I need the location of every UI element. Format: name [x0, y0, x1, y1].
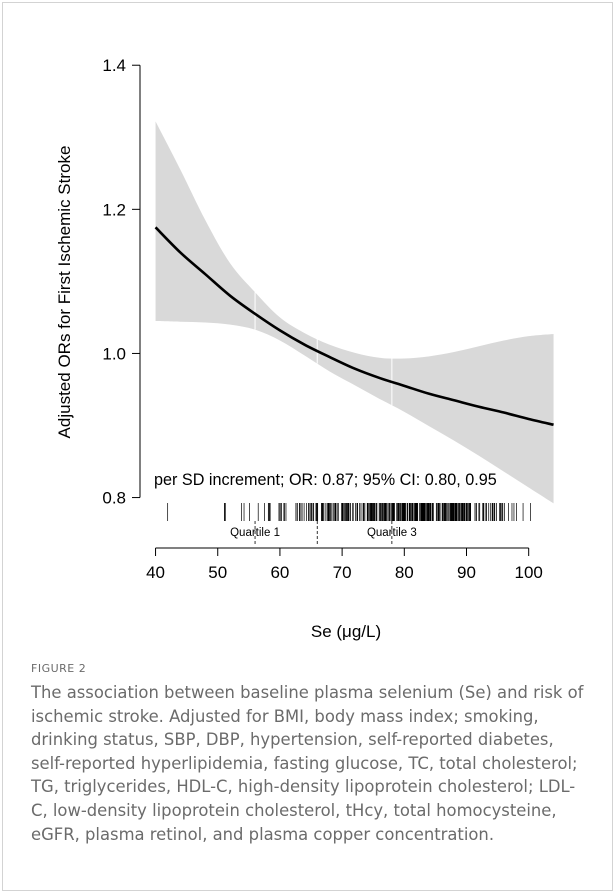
- confidence-band: [155, 121, 554, 504]
- x-tick-label: 50: [208, 563, 227, 582]
- chart: Quartile 1 Quartile 3 0.8 1.0 1.2 1.4 40 50 60 7…: [55, 56, 554, 641]
- x-tick-label: 60: [270, 563, 289, 582]
- quartile-label: Quartile 1: [230, 527, 280, 539]
- figure-label: FIGURE 2: [31, 662, 87, 675]
- x-axis-label: Se (μg/L): [311, 622, 381, 641]
- axes: 0.8 1.0 1.2 1.4 40 50 60 70 80 90 100: [102, 56, 543, 582]
- quartile-label: Quartile 3: [367, 527, 417, 539]
- y-tick-label: 0.8: [102, 489, 126, 508]
- figure-caption: The association between baseline plasma …: [31, 683, 584, 844]
- x-tick-label: 80: [395, 563, 414, 582]
- x-tick-label: 40: [146, 563, 165, 582]
- plot-area: [154, 121, 554, 504]
- x-tick-label: 100: [514, 563, 542, 582]
- rug: Quartile 1 Quartile 3: [167, 503, 531, 545]
- y-tick-label: 1.4: [102, 56, 126, 75]
- y-axis-label: Adjusted ORs for First Ischemic Stroke: [55, 146, 74, 439]
- x-tick-label: 70: [333, 563, 352, 582]
- annotation: per SD increment; OR: 0.87; 95% CI: 0.80…: [154, 471, 497, 489]
- x-tick-label: 90: [457, 563, 476, 582]
- or-curve: [154, 226, 554, 427]
- y-tick-label: 1.2: [102, 200, 126, 219]
- y-tick-label: 1.0: [102, 344, 126, 363]
